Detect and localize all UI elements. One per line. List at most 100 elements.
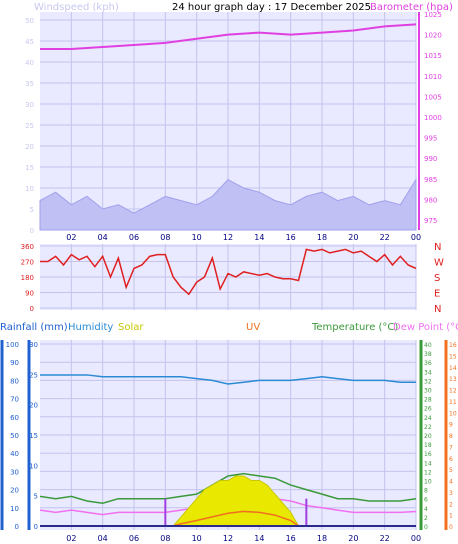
- barometer-tick-label: 985: [424, 176, 437, 184]
- temperature-tick-label: 6: [424, 497, 428, 504]
- x-tick-label: 02: [66, 233, 76, 242]
- wind-tick-label: 25: [25, 122, 34, 130]
- x-tick-label: 04: [98, 233, 108, 242]
- x-tick-label: 20: [348, 534, 358, 543]
- direction-tick-label: 0: [30, 305, 34, 313]
- x-tick-label: 02: [66, 534, 76, 543]
- wind-tick-label: 0: [30, 227, 34, 235]
- dewpoint-tick-label: 7: [449, 444, 453, 451]
- uv-label: UV: [246, 322, 260, 333]
- panel2-series: [40, 248, 417, 296]
- panel3-series: [39, 374, 417, 527]
- temperature-tick-label: 22: [424, 424, 432, 431]
- compass-tick-label: N: [434, 242, 441, 253]
- temperature-tick-label: 12: [424, 469, 432, 476]
- x-tick-label: 00: [411, 233, 421, 242]
- humidity-tick-label: 30: [10, 468, 19, 476]
- temperature-tick-label: 40: [424, 342, 432, 349]
- x-tick-label: 16: [286, 233, 296, 242]
- panel3-axes: 0102030405060708090100051015202530024681…: [0, 340, 457, 531]
- barometer-tick-label: 995: [424, 135, 437, 143]
- humidity-tick-label: 50: [10, 432, 19, 440]
- wind-tick-label: 10: [25, 185, 34, 193]
- barometer-tick-label: 1025: [424, 11, 442, 19]
- dewpoint-tick-label: 5: [449, 467, 453, 474]
- wind-tick-label: 35: [25, 80, 34, 88]
- x-tick-label: 22: [380, 233, 390, 242]
- x-tick-label: 00: [411, 534, 421, 543]
- dewpoint-tick-label: 8: [449, 433, 453, 440]
- x-tick-label: 06: [129, 534, 139, 543]
- compass-tick-label: W: [434, 258, 444, 269]
- x-tick-label: 08: [160, 534, 170, 543]
- temperature-tick-label: 24: [424, 415, 432, 422]
- wind-tick-label: 30: [25, 101, 34, 109]
- wind-tick-label: 45: [25, 38, 34, 46]
- humidity-label: Humidity: [68, 322, 113, 333]
- wind-direction-line: [40, 248, 417, 296]
- dewpoint-tick-label: 13: [449, 376, 457, 383]
- x-tick-label: 14: [254, 534, 264, 543]
- temperature-tick-label: 34: [424, 369, 432, 376]
- temperature-tick-label: 28: [424, 397, 432, 404]
- temperature-tick-label: 38: [424, 351, 432, 358]
- barometer-tick-label: 990: [424, 155, 437, 163]
- x-tick-label: 16: [286, 534, 296, 543]
- dewpoint-tick-label: 16: [449, 342, 457, 349]
- panel1-axes: 0510152025303540455097598098599099510001…: [25, 11, 442, 235]
- dewpoint-tick-label: 4: [449, 479, 453, 486]
- humidity-tick-label: 80: [10, 377, 19, 385]
- temperature-tick-label: 2: [424, 515, 428, 522]
- wind-tick-label: 50: [25, 17, 34, 25]
- temperature-label: Temperature (°C): [311, 322, 398, 333]
- dewpoint-tick-label: 11: [449, 399, 457, 406]
- dewpoint-tick-label: 12: [449, 388, 457, 395]
- dewpoint-tick-label: 14: [449, 365, 457, 372]
- wind-gust-area: [39, 177, 417, 231]
- compass-tick-label: N: [434, 304, 441, 315]
- barometer-label: Barometer (hpa): [370, 2, 453, 13]
- panel2-grid: [40, 244, 417, 310]
- x-tick-label: 10: [192, 233, 202, 242]
- barometer-tick-label: 1010: [424, 73, 442, 81]
- barometer-tick-label: 980: [424, 196, 437, 204]
- solar-label: Solar: [118, 322, 144, 333]
- barometer-tick-label: 1015: [424, 52, 442, 60]
- barometer-tick-label: 975: [424, 217, 437, 225]
- x-tick-label: 12: [223, 534, 233, 543]
- barometer-tick-label: 1020: [424, 32, 442, 40]
- dewpoint-tick-label: 2: [449, 501, 453, 508]
- temperature-tick-label: 20: [424, 433, 432, 440]
- dewpoint-label: Dew Point (°C): [393, 322, 458, 333]
- humidity-tick-label: 70: [10, 396, 19, 404]
- humidity-tick-label: 100: [6, 341, 19, 349]
- x-tick-label: 14: [254, 233, 264, 242]
- temperature-tick-label: 30: [424, 388, 432, 395]
- wind-tick-label: 20: [25, 143, 34, 151]
- wind-tick-label: 5: [30, 206, 34, 214]
- dewpoint-tick-label: 10: [449, 410, 457, 417]
- rainfall-tick-label: 20: [29, 402, 38, 410]
- humidity-tick-label: 10: [10, 505, 19, 513]
- direction-tick-label: 360: [21, 243, 34, 251]
- rainfall-tick-label: 15: [29, 432, 38, 440]
- rainfall-tick-label: 0: [34, 523, 38, 531]
- wind-tick-label: 40: [25, 59, 34, 67]
- panel-wind-barometer: 02 04 06 08 10 12 14 16 18 20 22 00 051015202530354…: [25, 11, 442, 242]
- barometer-tick-label: 1000: [424, 114, 442, 122]
- dewpoint-tick-label: 6: [449, 456, 453, 463]
- windspeed-label: Windspeed (kph): [34, 2, 119, 13]
- x-tick-label: 18: [317, 534, 327, 543]
- wind-tick-label: 15: [25, 164, 34, 172]
- temperature-tick-label: 4: [424, 506, 428, 513]
- x-tick-label: 06: [129, 233, 139, 242]
- rainfall-tick-label: 5: [34, 493, 38, 501]
- panel1-series: [39, 23, 417, 231]
- rainfall-tick-label: 25: [29, 371, 38, 379]
- dewpoint-tick-label: 3: [449, 490, 453, 497]
- humidity-tick-label: 60: [10, 414, 19, 422]
- dewpoint-tick-label: 1: [449, 513, 453, 520]
